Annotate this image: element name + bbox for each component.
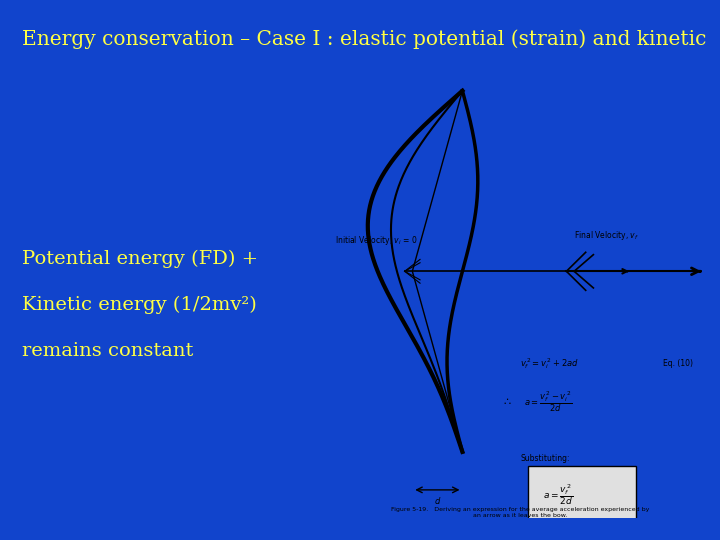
Text: $a = \dfrac{v_f^{\,2}}{2d}$: $a = \dfrac{v_f^{\,2}}{2d}$ — [544, 482, 573, 507]
Text: Kinetic energy (1/2mv²): Kinetic energy (1/2mv²) — [22, 296, 256, 314]
Text: $d$: $d$ — [433, 495, 441, 506]
Text: Initial Velocity, $v_i$ = 0: Initial Velocity, $v_i$ = 0 — [336, 234, 418, 247]
Text: Substituting:: Substituting: — [521, 454, 570, 463]
Text: an arrow as it leaves the bow.: an arrow as it leaves the bow. — [473, 514, 567, 518]
Text: Figure 5-19.   Deriving an expression for the average acceleration experienced b: Figure 5-19. Deriving an expression for … — [391, 507, 649, 512]
Text: Energy conservation – Case I : elastic potential (strain) and kinetic: Energy conservation – Case I : elastic p… — [22, 30, 706, 49]
Text: $v_f^{\,2} = v_i^{\,2} + 2ad$: $v_f^{\,2} = v_i^{\,2} + 2ad$ — [521, 356, 579, 371]
Text: Eq. (10): Eq. (10) — [662, 359, 693, 368]
Text: Potential energy (FD) +: Potential energy (FD) + — [22, 250, 258, 268]
Text: $\therefore$: $\therefore$ — [501, 396, 512, 407]
Text: remains constant: remains constant — [22, 342, 193, 360]
Text: $a = \dfrac{v_f^{\,2} - v_i^{\,2}}{2d}$: $a = \dfrac{v_f^{\,2} - v_i^{\,2}}{2d}$ — [524, 390, 572, 414]
Text: Final Velocity, $v_f$: Final Velocity, $v_f$ — [574, 229, 639, 242]
Bar — [528, 466, 636, 523]
